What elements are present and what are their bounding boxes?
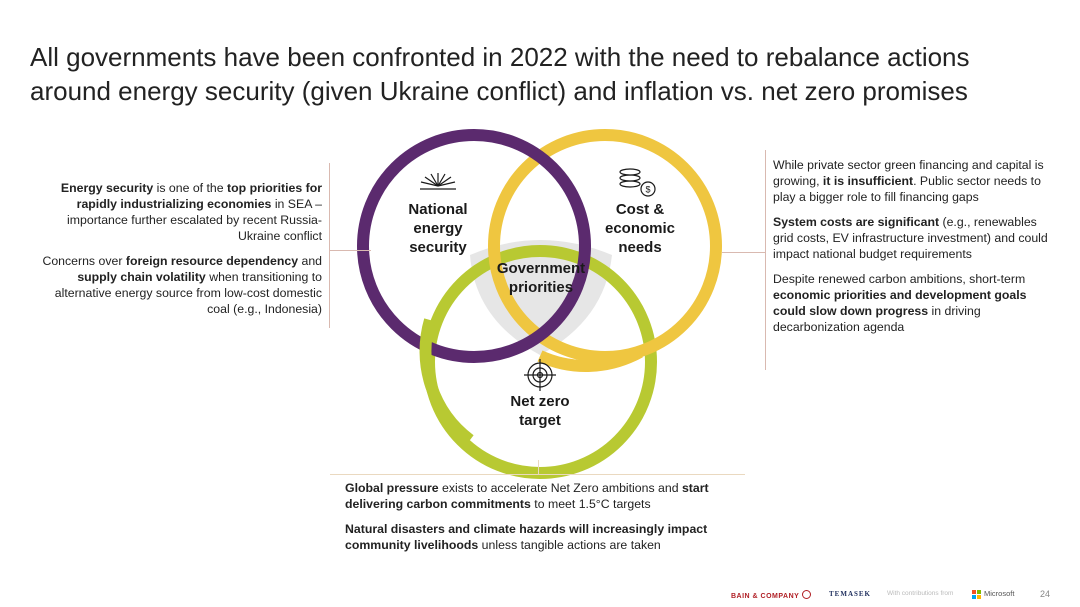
netzero-label: Net zero target (492, 392, 588, 430)
energy-ring (357, 129, 591, 363)
slide-title-line-1: All governments have been confronted in … (30, 42, 970, 72)
bottom-divider (330, 474, 745, 475)
netzero-label-line-2: target (519, 412, 561, 429)
contributions-text: With contributions from (887, 590, 954, 597)
svg-text:$: $ (645, 185, 650, 195)
energy-label-line-2: energy (413, 220, 463, 237)
sunburst-icon (420, 173, 456, 190)
netzero-label-line-1: Net zero (510, 393, 570, 410)
cost-label-line-2: economic (604, 220, 676, 237)
microsoft-logo-text: Microsoft (984, 589, 1015, 598)
slide-title: All governments have been confronted in … (30, 40, 1050, 108)
bain-mark-icon (801, 590, 811, 599)
left-divider (329, 163, 330, 328)
page-number: 24 (1040, 589, 1051, 599)
left-p1-text-2: in SEA – importance further escalated by… (67, 197, 322, 243)
bottom-p1-text-2: to meet 1.5°C targets (530, 497, 651, 511)
center-shape (470, 240, 612, 355)
center-label: Government priorities (482, 259, 600, 297)
left-p2-bold-1: foreign resource dependency (125, 254, 299, 268)
microsoft-logo: Microsoft (972, 589, 1015, 599)
bain-logo-text: BAIN & COMPANY (731, 593, 800, 600)
bottom-p1-bold-1: Global pressure (345, 481, 439, 495)
bottom-p2-bold-1: Natural disasters and climate hazards wi… (345, 522, 708, 552)
right-p2-text-1: (e.g., renewables grid costs, EV infrast… (773, 215, 1048, 261)
left-paragraph-1: Energy security is one of the top priori… (30, 180, 322, 244)
bottom-p1-bold-2: start delivering carbon commitments (345, 481, 709, 511)
right-p1-text-1: While private sector green financing and… (773, 158, 1044, 188)
right-p2-bold-1: System costs are significant (773, 215, 940, 229)
right-p1-bold-1: it is insufficient (822, 174, 914, 188)
right-text-block: While private sector green financing and… (773, 157, 1058, 344)
bain-logo: BAIN & COMPANY (731, 590, 811, 600)
right-p1-text-2: . Public sector needs to play a bigger r… (773, 174, 1041, 204)
right-paragraph-2: System costs are significant (e.g., rene… (773, 214, 1058, 262)
energy-label-line-1: National (408, 201, 468, 218)
energy-label-line-3: security (409, 239, 467, 256)
left-p2-text-2: and (298, 254, 322, 268)
energy-label: National energy security (392, 200, 484, 257)
temasek-logo: TEMASEK (829, 590, 872, 598)
coins-icon: $ (619, 168, 656, 197)
bottom-connector (538, 460, 539, 474)
bottom-p2-text-1: unless tangible actions are taken (478, 538, 661, 552)
cost-label: Cost & economic needs (594, 200, 686, 257)
cost-label-line-1: Cost & (615, 201, 665, 218)
left-p2-text-1: Concerns over (42, 254, 126, 268)
cost-label-line-3: needs (618, 239, 662, 256)
left-p2-bold-2: supply chain volatility (77, 270, 206, 284)
right-p3-bold-1: economic priorities and development goal… (773, 288, 1027, 318)
cost-ring (488, 129, 722, 363)
left-p1-bold-1: Energy security (60, 181, 154, 195)
slide-title-line-2: around energy security (given Ukraine co… (30, 76, 968, 106)
right-connector (722, 252, 765, 253)
left-connector (329, 250, 371, 251)
cost-ring-overlap (537, 346, 643, 372)
right-paragraph-1: While private sector green financing and… (773, 157, 1058, 205)
left-p2-text-3: when transitioning to alternative energy… (54, 270, 322, 316)
bottom-text-block: Global pressure exists to accelerate Net… (345, 480, 745, 562)
center-label-line-1: Government (496, 260, 586, 277)
bottom-paragraph-1: Global pressure exists to accelerate Net… (345, 480, 745, 512)
netzero-ring-overlap (419, 318, 474, 445)
bottom-paragraph-2: Natural disasters and climate hazards wi… (345, 521, 745, 553)
right-p3-text-1: Despite renewed carbon ambitions, short-… (773, 272, 1026, 286)
center-label-line-2: priorities (508, 279, 574, 296)
microsoft-grid-icon (972, 590, 981, 599)
right-p3-text-2: in driving decarbonization agenda (773, 304, 981, 334)
left-p1-bold-2: top priorities for rapidly industrializi… (76, 181, 322, 211)
left-p1-text-1: is one of the (153, 181, 228, 195)
left-paragraph-2: Concerns over foreign resource dependenc… (30, 253, 322, 317)
bottom-p1-text-1: exists to accelerate Net Zero ambitions … (438, 481, 682, 495)
target-icon (524, 359, 556, 391)
right-paragraph-3: Despite renewed carbon ambitions, short-… (773, 271, 1058, 335)
left-text-block: Energy security is one of the top priori… (30, 180, 322, 326)
right-divider (765, 150, 766, 370)
